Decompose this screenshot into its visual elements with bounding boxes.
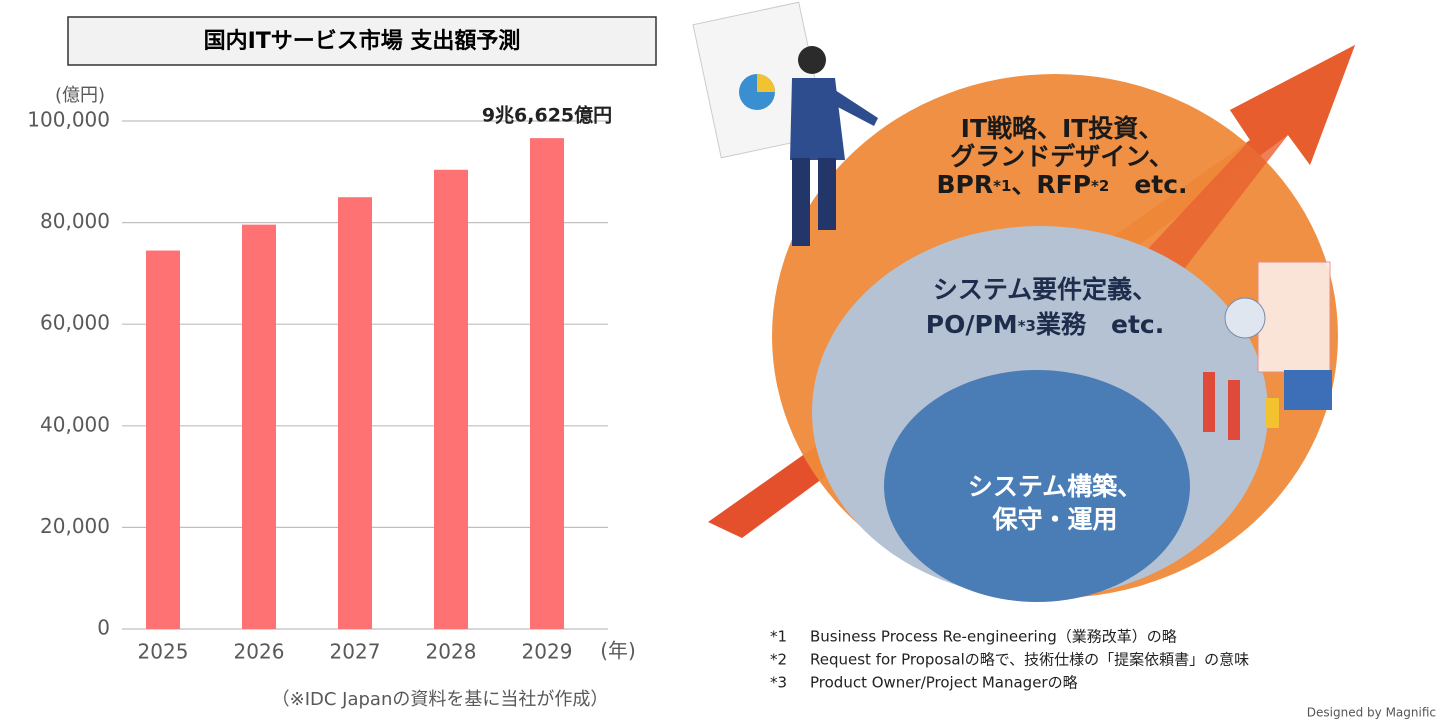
x-tick-label: 2026 [234, 640, 285, 664]
x-tick-label: 2025 [138, 640, 189, 664]
arrow-overlap [1100, 45, 1355, 300]
x-tick-label: 2029 [522, 640, 573, 664]
footnote-ref: *2 [1091, 177, 1109, 195]
bar [530, 138, 564, 629]
footnote-ref: *1 [993, 177, 1011, 195]
presenter-illustration [692, 1, 878, 246]
diagram-line: システム要件定義、 [933, 275, 1157, 304]
text-piece: IT戦略、IT投資、 [961, 114, 1164, 143]
y-tick-label: 100,000 [27, 108, 110, 132]
middle-text: システム要件定義、 PO/PM*3業務 etc. [926, 275, 1164, 339]
footnote-mark: *3 [770, 674, 787, 692]
text-piece: グランドデザイン、 [950, 142, 1174, 171]
footnote-ref: *3 [1018, 317, 1036, 335]
outer-text: IT戦略、IT投資、グランドデザイン、BPR*1、RFP*2 etc. [936, 114, 1187, 199]
title-box [67, 16, 657, 66]
text-piece: システム要件定義、 [933, 275, 1157, 304]
text-piece: 保守・運用 [991, 505, 1117, 534]
diagram-line: グランドデザイン、 [950, 142, 1174, 171]
text-piece: 業務 etc. [1036, 310, 1164, 339]
footnote-text: Request for Proposalの略で、技術仕様の「提案依頼書」の意味 [810, 651, 1249, 669]
bar [146, 250, 180, 630]
bar [434, 169, 468, 629]
inner-text: システム構築、保守・運用 [968, 472, 1142, 534]
text-piece: BPR [936, 170, 993, 199]
chart-title: 国内ITサービス市場 支出額予測 [204, 28, 521, 54]
text-piece: システム構築、 [968, 472, 1142, 501]
text-piece: PO/PM [926, 310, 1018, 339]
footnote-mark: *1 [770, 628, 787, 646]
diagram-line: 保守・運用 [991, 505, 1117, 534]
diagram-line: PO/PM*3業務 etc. [926, 310, 1164, 339]
credit: Designed by Magnific [1307, 706, 1436, 720]
y-tick-label: 0 [97, 616, 110, 640]
inner-circle [884, 370, 1190, 602]
value-label: 9兆6,625億円 [482, 104, 612, 127]
footnote-text: Business Process Re-engineering（業務改革）の略 [810, 628, 1177, 646]
diagram-line: システム構築、 [968, 472, 1142, 501]
x-tick-label: 2028 [426, 640, 477, 664]
y-unit: (億円) [55, 85, 105, 106]
source-note: （※IDC Japanの資料を基に当社が作成） [272, 689, 609, 710]
footnote-mark: *2 [770, 651, 787, 669]
y-tick-label: 80,000 [40, 209, 110, 233]
y-tick-label: 40,000 [40, 412, 110, 436]
footnote-text: Product Owner/Project Managerの略 [810, 674, 1078, 692]
text-piece: 、RFP [1011, 170, 1091, 199]
footnotes: *1 Business Process Re-engineering（業務改革）の… [770, 628, 1249, 692]
y-tick-label: 60,000 [40, 311, 110, 335]
diagram-line: IT戦略、IT投資、 [961, 114, 1164, 143]
bar [338, 197, 372, 629]
bar [242, 224, 276, 629]
x-tick-label: 2027 [330, 640, 381, 664]
y-tick-label: 20,000 [40, 514, 110, 538]
text-piece: etc. [1109, 170, 1187, 199]
x-unit: (年) [600, 639, 636, 663]
team-illustration [1203, 261, 1332, 440]
diagram-line: BPR*1、RFP*2 etc. [936, 170, 1187, 199]
